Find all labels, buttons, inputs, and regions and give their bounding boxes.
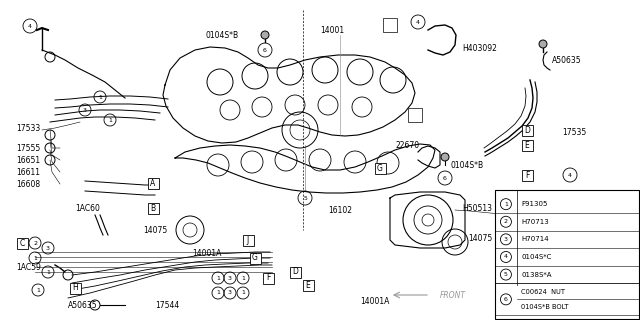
Text: 14075: 14075 bbox=[143, 226, 167, 235]
Text: G: G bbox=[252, 253, 258, 262]
Text: 6: 6 bbox=[504, 297, 508, 302]
Text: 1: 1 bbox=[510, 197, 514, 203]
Text: 4: 4 bbox=[28, 23, 32, 28]
Text: 17544: 17544 bbox=[155, 300, 179, 309]
Bar bbox=[289, 267, 301, 277]
Text: 2: 2 bbox=[504, 219, 508, 224]
Text: 1: 1 bbox=[36, 287, 40, 292]
Text: F: F bbox=[525, 171, 529, 180]
Bar bbox=[522, 140, 532, 150]
Text: 0104S*B: 0104S*B bbox=[450, 161, 483, 170]
Text: 1AC60: 1AC60 bbox=[75, 204, 100, 212]
Text: F91305: F91305 bbox=[521, 201, 547, 207]
Text: 14001: 14001 bbox=[320, 26, 344, 35]
Text: 3: 3 bbox=[46, 245, 50, 251]
Text: H70714: H70714 bbox=[521, 236, 548, 242]
Text: A50635: A50635 bbox=[68, 300, 98, 309]
Bar bbox=[522, 170, 532, 180]
Text: 16608: 16608 bbox=[530, 211, 554, 220]
Bar bbox=[374, 163, 385, 173]
Text: H70713: H70713 bbox=[521, 219, 549, 225]
Text: 0138S*A: 0138S*A bbox=[521, 272, 552, 277]
Text: 16611: 16611 bbox=[530, 190, 554, 199]
Text: 16608: 16608 bbox=[16, 180, 40, 188]
Text: 16651: 16651 bbox=[16, 156, 40, 164]
Text: 1: 1 bbox=[216, 291, 220, 295]
Text: B: B bbox=[150, 204, 156, 212]
Circle shape bbox=[261, 31, 269, 39]
Text: 22670: 22670 bbox=[395, 140, 419, 149]
Bar bbox=[522, 124, 532, 135]
Text: 0104S*B: 0104S*B bbox=[205, 30, 238, 39]
Text: 1: 1 bbox=[46, 269, 50, 275]
Bar bbox=[147, 203, 159, 213]
Text: 1AC59: 1AC59 bbox=[16, 263, 41, 273]
Text: C00624  NUT: C00624 NUT bbox=[521, 289, 565, 295]
Text: 2: 2 bbox=[522, 203, 526, 207]
Text: A050001559: A050001559 bbox=[585, 308, 630, 314]
Text: 17535: 17535 bbox=[562, 127, 586, 137]
Text: 17555: 17555 bbox=[16, 143, 40, 153]
Text: 2: 2 bbox=[33, 241, 37, 245]
Text: 16611: 16611 bbox=[16, 167, 40, 177]
Text: E: E bbox=[525, 140, 529, 149]
Text: 4: 4 bbox=[504, 254, 508, 260]
Text: 3: 3 bbox=[228, 276, 232, 281]
Text: 3: 3 bbox=[83, 108, 87, 113]
Text: G: G bbox=[377, 164, 383, 172]
Bar bbox=[383, 18, 397, 32]
Bar bbox=[17, 237, 28, 249]
Text: 5: 5 bbox=[303, 196, 307, 201]
Text: D: D bbox=[292, 268, 298, 276]
Text: 6: 6 bbox=[263, 47, 267, 52]
Bar bbox=[70, 283, 81, 293]
Text: 0104S*B BOLT: 0104S*B BOLT bbox=[521, 304, 568, 309]
Text: H50513: H50513 bbox=[462, 204, 492, 212]
Bar bbox=[495, 190, 639, 319]
Text: 17533: 17533 bbox=[16, 124, 40, 132]
Bar bbox=[262, 273, 273, 284]
Bar bbox=[147, 178, 159, 188]
Text: 1: 1 bbox=[108, 117, 112, 123]
Text: 4: 4 bbox=[416, 20, 420, 25]
Text: C: C bbox=[412, 110, 418, 119]
Text: 5: 5 bbox=[504, 272, 508, 277]
Text: 1: 1 bbox=[504, 202, 508, 207]
Text: D: D bbox=[524, 125, 530, 134]
Text: 6: 6 bbox=[443, 175, 447, 180]
Text: 1: 1 bbox=[33, 255, 37, 260]
Text: 14075: 14075 bbox=[468, 234, 492, 243]
Bar bbox=[243, 235, 253, 245]
Text: 1: 1 bbox=[98, 94, 102, 100]
Text: 0104S*C: 0104S*C bbox=[521, 254, 552, 260]
Text: A50635: A50635 bbox=[552, 55, 582, 65]
Text: 3: 3 bbox=[504, 237, 508, 242]
Text: E: E bbox=[306, 281, 310, 290]
Text: F: F bbox=[266, 274, 270, 283]
Text: B: B bbox=[387, 20, 393, 29]
Text: 1: 1 bbox=[241, 291, 245, 295]
Text: H403092: H403092 bbox=[462, 44, 497, 52]
Text: 4: 4 bbox=[568, 172, 572, 178]
Text: 1: 1 bbox=[216, 276, 220, 281]
Bar bbox=[303, 279, 314, 291]
Text: C: C bbox=[19, 238, 24, 247]
Circle shape bbox=[441, 153, 449, 161]
Bar bbox=[250, 252, 260, 263]
Text: FRONT: FRONT bbox=[440, 291, 466, 300]
Text: 1: 1 bbox=[241, 276, 245, 281]
Text: 14001A: 14001A bbox=[360, 298, 389, 307]
Circle shape bbox=[539, 40, 547, 48]
Bar bbox=[408, 108, 422, 122]
Text: 16102: 16102 bbox=[328, 205, 352, 214]
Text: 14001A: 14001A bbox=[192, 249, 221, 258]
Text: J: J bbox=[247, 236, 249, 244]
Text: 3: 3 bbox=[228, 291, 232, 295]
Text: H: H bbox=[72, 284, 78, 292]
Text: A: A bbox=[150, 179, 156, 188]
